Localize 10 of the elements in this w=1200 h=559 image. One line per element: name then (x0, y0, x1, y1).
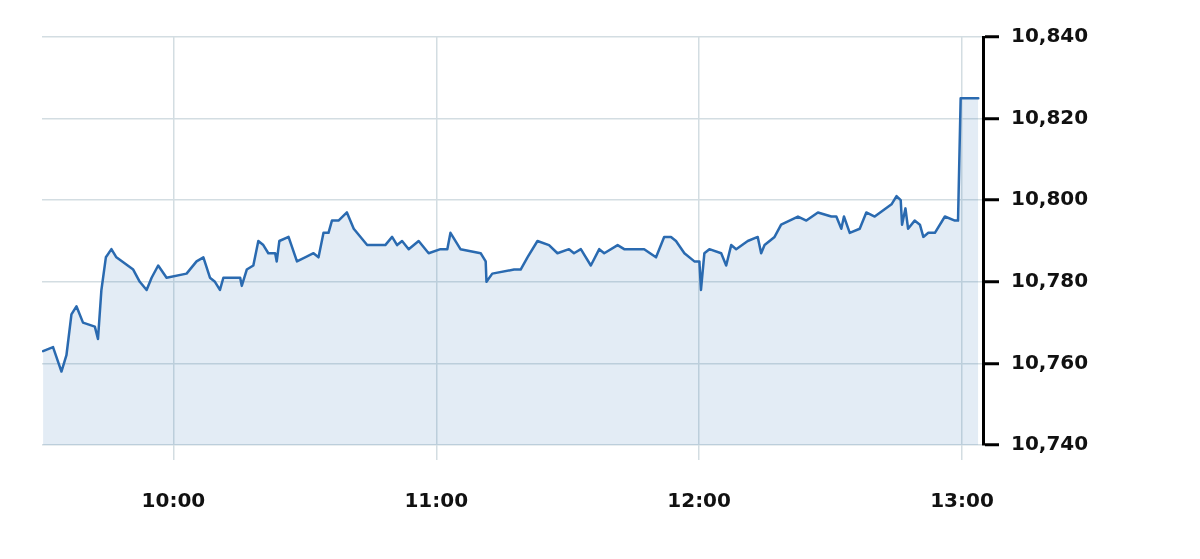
y-tick-label: 10,820 (1011, 104, 1089, 129)
y-tick-label: 10,840 (1011, 23, 1089, 48)
x-tick-label: 11:00 (404, 488, 469, 513)
x-tick-label: 12:00 (667, 488, 731, 513)
y-tick-label: 10,760 (1011, 349, 1089, 374)
y-tick-label: 10,740 (1011, 431, 1089, 456)
x-tick-label: 13:00 (930, 488, 994, 513)
x-tick-label: 10:00 (141, 488, 206, 513)
y-tick-label: 10,800 (1011, 186, 1089, 211)
y-tick-label: 10,780 (1011, 268, 1089, 292)
